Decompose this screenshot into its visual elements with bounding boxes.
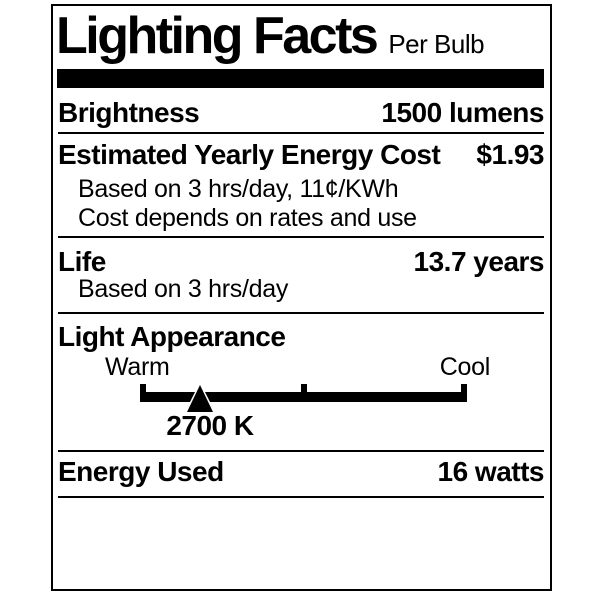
light-appearance-label: Light Appearance bbox=[58, 321, 286, 352]
life-label: Life bbox=[58, 246, 106, 277]
energy-used-value: 16 watts bbox=[437, 456, 545, 487]
brightness-row: Brightness 1500 lumens bbox=[58, 99, 544, 127]
scale-bar bbox=[140, 392, 467, 402]
light-appearance-row: Light Appearance bbox=[58, 323, 544, 351]
brightness-value: 1500 lumens bbox=[381, 97, 544, 128]
energy-cost-value: $1.93 bbox=[476, 139, 544, 170]
life-row: Life 13.7 years bbox=[58, 246, 545, 277]
warm-label: Warm bbox=[105, 353, 170, 381]
cool-label: Cool bbox=[439, 353, 491, 381]
section-divider bbox=[58, 312, 544, 314]
life-value: 13.7 years bbox=[413, 246, 545, 277]
label-header: Lighting Facts Per Bulb bbox=[56, 7, 485, 65]
label-subtitle: Per Bulb bbox=[388, 29, 485, 59]
color-temp-value: 2700 K bbox=[166, 410, 254, 441]
energy-cost-note-usage: Based on 3 hrs/day, 11¢/KWh bbox=[78, 175, 399, 203]
label-title: Lighting Facts bbox=[56, 7, 379, 65]
energy-cost-label: Estimated Yearly Energy Cost bbox=[58, 139, 441, 170]
light-appearance-scale-labels: Warm Cool bbox=[105, 355, 490, 380]
section-divider bbox=[58, 132, 544, 134]
life-note-usage: Based on 3 hrs/day bbox=[78, 275, 289, 303]
color-temp-marker bbox=[187, 385, 213, 412]
brightness-label: Brightness bbox=[58, 97, 200, 128]
energy-used-row: Energy Used 16 watts bbox=[58, 458, 544, 486]
energy-cost-note-rates: Cost depends on rates and use bbox=[78, 204, 417, 232]
energy-cost-row: Estimated Yearly Energy Cost $1.93 bbox=[58, 141, 544, 169]
section-divider bbox=[58, 450, 544, 452]
energy-used-label: Energy Used bbox=[58, 456, 224, 487]
section-divider bbox=[58, 496, 544, 498]
header-divider-bar bbox=[57, 69, 544, 88]
section-divider bbox=[58, 236, 544, 238]
light-appearance-scale bbox=[140, 382, 467, 414]
lighting-facts-label: Lighting Facts Per Bulb Brightness 1500 … bbox=[51, 4, 552, 591]
